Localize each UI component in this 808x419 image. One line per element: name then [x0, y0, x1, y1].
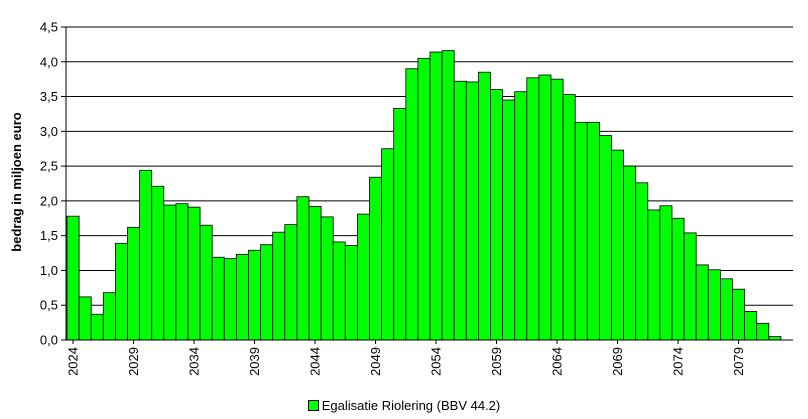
bar: [139, 169, 153, 341]
bar: [356, 213, 370, 341]
bar: [744, 311, 758, 341]
bar: [465, 81, 479, 341]
x-tick-label: 2049: [368, 347, 383, 376]
y-axis-title: bedrag in miljoen euro: [9, 112, 24, 251]
bar: [453, 80, 467, 341]
legend-swatch: [307, 400, 319, 412]
bar: [611, 149, 625, 341]
axes: [65, 27, 793, 344]
bar: [102, 292, 116, 341]
bar: [393, 107, 407, 341]
bar-chart: 0,00,51,01,52,02,53,03,54,04,5 2024 2029 2…: [9, 20, 793, 376]
bar: [502, 99, 516, 341]
bar: [586, 121, 600, 341]
y-tick-label: 4,5: [40, 20, 58, 35]
y-tick-label: 0,0: [40, 333, 58, 348]
x-tick-label: 2034: [187, 347, 202, 376]
bar: [199, 224, 213, 341]
bars: [66, 50, 782, 341]
bar: [223, 258, 237, 341]
bar: [127, 226, 141, 341]
x-tick-label: 2029: [126, 347, 141, 376]
bar: [248, 249, 262, 341]
legend: Egalisatie Riolering (BBV 44.2): [0, 398, 808, 413]
bar: [320, 216, 334, 341]
bar: [175, 203, 189, 341]
bar: [163, 204, 177, 341]
x-tick-label: 2064: [550, 347, 565, 376]
bar: [235, 254, 249, 341]
y-tick-label: 4,0: [40, 54, 58, 69]
y-tick-label: 1,5: [40, 228, 58, 243]
bar: [417, 57, 431, 341]
bar: [284, 224, 298, 341]
bar: [490, 89, 504, 341]
y-tick-label: 1,0: [40, 263, 58, 278]
bar: [66, 215, 80, 341]
y-tick-label: 0,5: [40, 298, 58, 313]
bar: [599, 135, 612, 341]
x-tick-label: 2059: [489, 347, 504, 376]
x-tick-label: 2074: [671, 347, 686, 376]
bar: [695, 264, 709, 341]
bar: [369, 176, 383, 341]
bar: [550, 78, 564, 341]
bar: [115, 242, 128, 341]
bar: [308, 206, 322, 341]
bar: [405, 68, 419, 341]
bar: [429, 51, 443, 341]
x-tick-labels: 2024 2029 2034 2039 2044 2049 2054 2059 2064 2069…: [66, 347, 746, 376]
x-tick-label: 2039: [247, 347, 262, 376]
bar: [707, 269, 721, 341]
x-tick-label: 2069: [610, 347, 625, 376]
bar: [90, 313, 104, 341]
bar: [756, 322, 770, 341]
legend-label: Egalisatie Riolering (BBV 44.2): [321, 398, 501, 413]
bar: [441, 50, 455, 341]
x-tick-label: 2054: [429, 347, 444, 376]
bar: [562, 94, 576, 341]
y-tick-label: 3,0: [40, 124, 58, 139]
x-tick-label: 2079: [731, 347, 746, 376]
bar: [477, 71, 491, 341]
x-tick-label: 2024: [66, 347, 81, 376]
bar: [272, 231, 286, 341]
x-tick-label: 2044: [308, 347, 323, 376]
bar: [647, 209, 661, 341]
bar: [211, 256, 225, 341]
y-tick-label: 2,5: [40, 159, 58, 174]
bar: [78, 296, 92, 341]
y-tick-label: 3,5: [40, 89, 58, 104]
bar: [538, 74, 552, 341]
bar: [296, 196, 310, 341]
y-tick-label: 2,0: [40, 193, 58, 208]
bar: [574, 121, 588, 341]
bar: [768, 336, 782, 341]
bar: [381, 148, 395, 341]
bar: [720, 278, 733, 341]
bar: [514, 91, 528, 341]
bar: [683, 232, 697, 341]
bar: [187, 206, 201, 341]
y-tick-labels: 0,0 0,5 1,0 1,5 2,0 2,5 3,0 3,5 4,0 4,5: [40, 20, 58, 348]
bar: [332, 241, 346, 341]
bar: [344, 244, 358, 341]
bar: [526, 77, 540, 341]
bar: [659, 205, 673, 341]
bar: [671, 217, 685, 341]
bar: [635, 182, 649, 341]
bar: [732, 288, 746, 341]
bar: [260, 244, 274, 341]
bar: [623, 165, 637, 341]
bar: [151, 185, 165, 341]
